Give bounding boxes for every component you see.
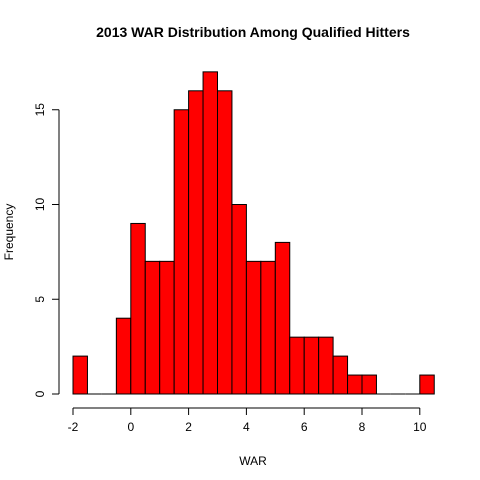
x-tick-label: 6 xyxy=(301,420,308,434)
histogram-bar-20 xyxy=(361,374,377,395)
x-tick-label: 4 xyxy=(243,420,250,434)
histogram-bar-18 xyxy=(332,355,349,395)
histogram-bar-4 xyxy=(130,222,146,395)
x-axis-label: WAR xyxy=(239,454,267,468)
x-tick-label: 10 xyxy=(413,420,427,434)
histogram-bar-24 xyxy=(419,374,435,395)
histogram-bar-7 xyxy=(173,109,190,395)
x-tick-label: 8 xyxy=(359,420,366,434)
histogram-bar-6 xyxy=(159,260,175,395)
histogram-bars xyxy=(72,71,435,395)
histogram-bar-19 xyxy=(347,374,363,395)
y-tick-label: 0 xyxy=(33,390,47,397)
histogram-bar-15 xyxy=(289,336,305,395)
histogram-bar-16 xyxy=(303,336,320,395)
y-tick-label: 5 xyxy=(33,296,47,303)
y-tick-label: 10 xyxy=(33,198,47,212)
histogram-bar-11 xyxy=(231,204,247,395)
histogram-bar-13 xyxy=(260,260,276,395)
x-tick-label: 2 xyxy=(185,420,192,434)
histogram-bar-9 xyxy=(202,71,219,395)
histogram-bar-14 xyxy=(274,241,291,395)
histogram-bar-0 xyxy=(72,355,88,395)
histogram-bar-10 xyxy=(217,90,233,395)
histogram-bar-3 xyxy=(115,317,132,395)
histogram-bar-8 xyxy=(188,90,204,395)
y-axis: 0 5 10 15 xyxy=(33,103,60,397)
x-axis: -2 0 2 4 6 8 10 xyxy=(68,407,427,434)
x-tick-label: -2 xyxy=(68,420,79,434)
histogram-bar-17 xyxy=(318,336,334,395)
chart-title: 2013 WAR Distribution Among Qualified Hi… xyxy=(96,24,410,40)
histogram-bar-12 xyxy=(245,260,262,395)
y-axis-label: Frequency xyxy=(2,204,16,261)
x-tick-label: 0 xyxy=(127,420,134,434)
histogram-bar-5 xyxy=(144,260,161,395)
y-tick-label: 15 xyxy=(33,103,47,117)
